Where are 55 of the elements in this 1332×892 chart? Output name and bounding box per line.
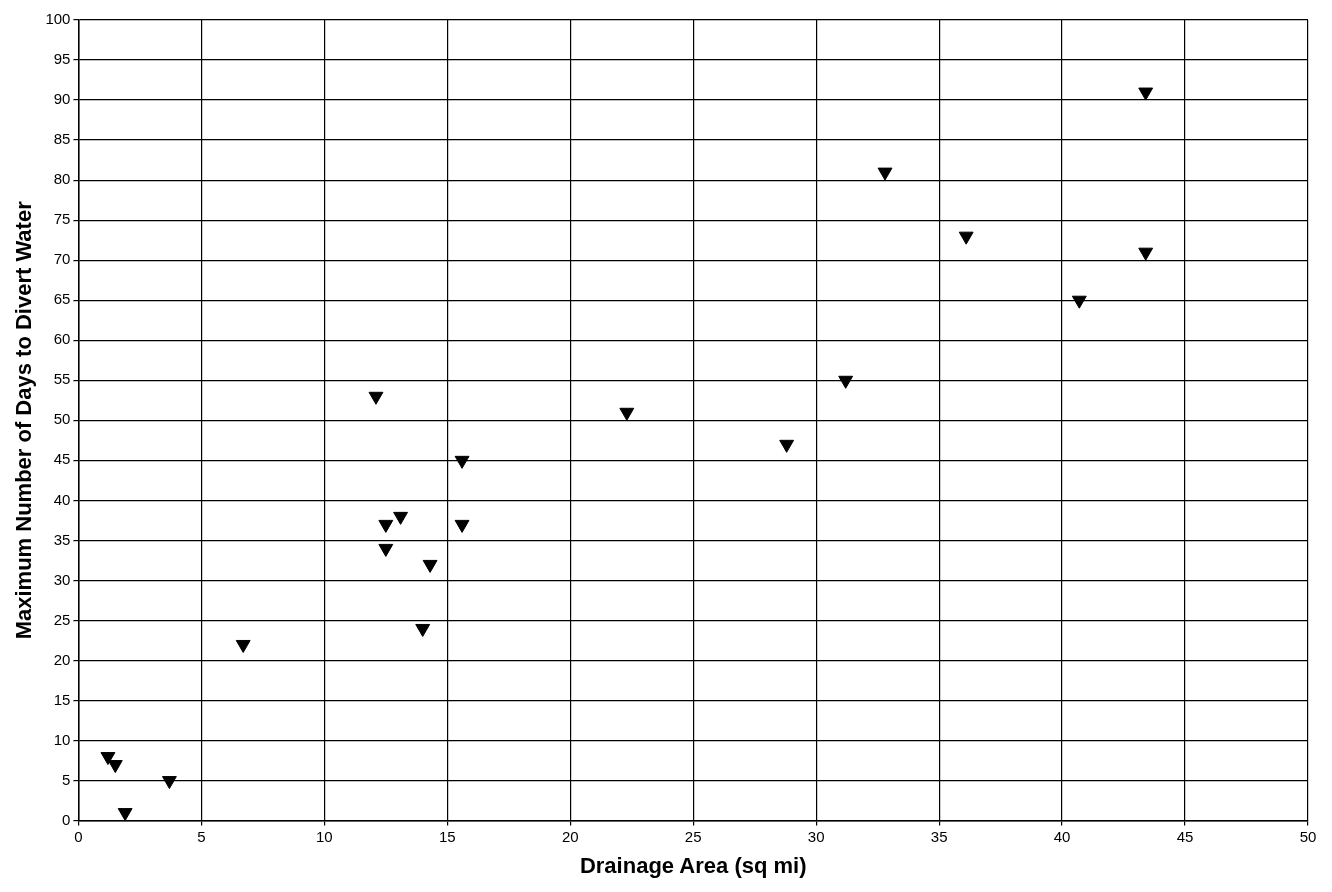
y-tick-label: 75 xyxy=(53,210,71,228)
y-tick-label: 30 xyxy=(53,570,71,588)
y-tick-label: 95 xyxy=(53,50,71,68)
point xyxy=(378,543,394,557)
x-tick-label: 30 xyxy=(807,827,825,845)
x-tick-label: 20 xyxy=(561,827,579,845)
y-tick-label: 55 xyxy=(53,370,71,388)
point xyxy=(1138,87,1154,101)
point xyxy=(958,231,974,245)
point xyxy=(1138,247,1154,261)
y-tick-label: 10 xyxy=(53,730,71,748)
x-tick-label: 25 xyxy=(684,827,702,845)
x-tick-label: 15 xyxy=(438,827,456,845)
y-tick-label: 35 xyxy=(53,530,71,548)
point xyxy=(235,639,251,653)
y-axis-title: Maximum Number of Days to Divert Water xyxy=(11,200,37,640)
y-tick-label: 80 xyxy=(53,170,71,188)
point xyxy=(100,752,116,766)
point xyxy=(107,760,123,774)
point xyxy=(779,439,795,453)
y-tick-label: 70 xyxy=(53,250,71,268)
point xyxy=(619,407,635,421)
x-tick-label: 50 xyxy=(1299,827,1317,845)
x-tick-label: 45 xyxy=(1176,827,1194,845)
point xyxy=(117,808,133,821)
y-tick-label: 90 xyxy=(53,90,71,108)
y-tick-label: 45 xyxy=(53,450,71,468)
point xyxy=(161,776,177,790)
x-tick-label: 5 xyxy=(197,827,206,845)
y-tick-label: 85 xyxy=(53,130,71,148)
y-tick-label: 60 xyxy=(53,330,71,348)
point xyxy=(1071,295,1087,309)
point xyxy=(454,455,470,469)
x-tick-label: 35 xyxy=(930,827,948,845)
y-tick-label: 25 xyxy=(53,610,71,628)
y-tick-label: 0 xyxy=(62,810,71,828)
y-tick-label: 40 xyxy=(53,490,71,508)
point xyxy=(368,391,384,405)
point xyxy=(393,511,408,525)
y-tick-label: 15 xyxy=(53,690,71,708)
y-tick-label: 100 xyxy=(45,10,71,28)
y-tick-label: 20 xyxy=(53,650,71,668)
point xyxy=(415,623,431,637)
y-tick-label: 50 xyxy=(53,410,71,428)
x-tick-label: 0 xyxy=(74,827,83,845)
x-tick-label: 40 xyxy=(1053,827,1071,845)
x-axis-title: Drainage Area (sq mi) xyxy=(579,852,807,878)
point xyxy=(378,519,394,533)
y-tick-label: 65 xyxy=(53,290,71,308)
point xyxy=(877,167,893,181)
point xyxy=(422,559,438,573)
point xyxy=(454,519,470,533)
y-tick-label: 5 xyxy=(62,770,71,788)
point xyxy=(838,375,854,389)
x-tick-label: 10 xyxy=(316,827,333,845)
